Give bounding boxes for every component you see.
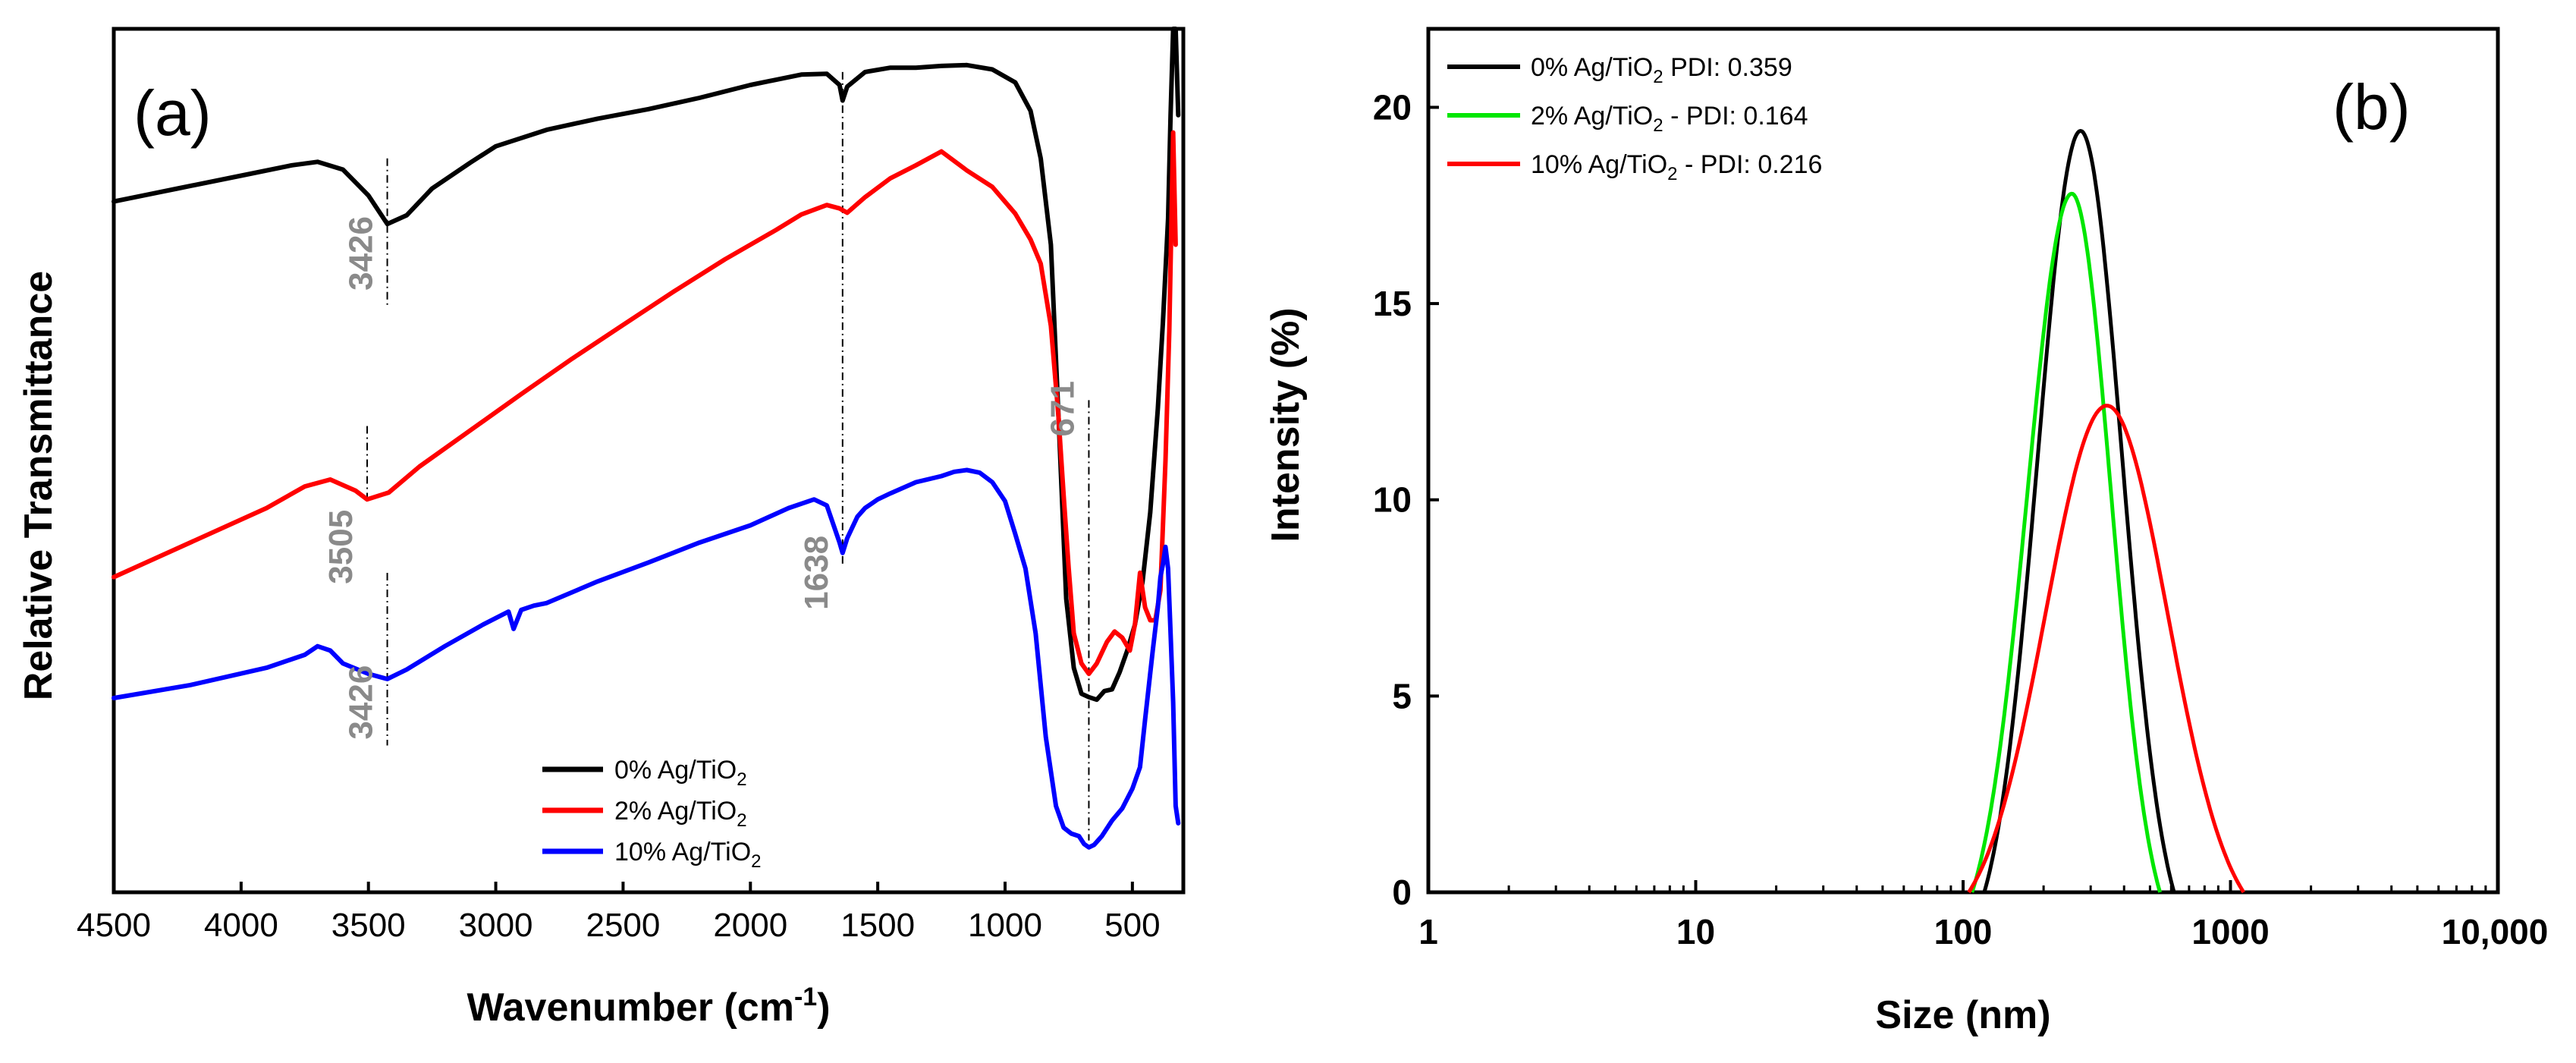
panel-a-legend-label-0-main: 0% Ag/TiO [614,756,737,785]
panel-a-y-axis-title: Relative Transmittance [17,271,61,700]
panel-a-legend-entry-2: 10% Ag/TiO2 [542,838,762,872]
panel-a-x-axis-title-sup: -1 [794,983,817,1011]
panel-a-legend-label-2: 10% Ag/TiO2 [614,838,762,872]
panel-b-legend-label-0-main: 0% Ag/TiO [1531,53,1653,82]
panel-a-x-tick-label: 3000 [459,907,533,944]
panel-a-legend-label-1: 2% Ag/TiO2 [614,797,747,831]
panel-a-legend-label-1-main: 2% Ag/TiO [614,797,737,826]
panel-a-plot-frame [112,27,1186,895]
panel-a-x-axis-title-main: Wavenumber (cm [467,986,794,1030]
panel-b-dls-chart: 1 10 100 1000 10,000 0 5 10 15 20 (b) Intensity … [1264,27,2548,1037]
panel-b-legend: 0% Ag/TiO2 PDI: 0.359 2% Ag/TiO2 - PDI: … [1447,53,1822,184]
panel-b-x-tick-label: 1000 [2191,912,2269,951]
panel-a-peak-label: 3426 [343,665,380,740]
panel-b-y-tick-label: 10 [1373,480,1412,520]
panel-a-x-tick-label: 1000 [968,907,1042,944]
panel-b-label: (b) [2333,71,2411,143]
panel-b-legend-label-0-tail: PDI: 0.359 [1663,53,1792,82]
panel-a-legend-label-0: 0% Ag/TiO2 [614,756,747,790]
panel-b-legend-label-2-tail: - PDI: 0.216 [1678,150,1823,179]
panel-a-peak-label: 1638 [798,536,835,610]
panel-b-legend-label-1-sub: 2 [1653,115,1663,136]
panel-b-y-tick-label: 0 [1392,873,1412,912]
panel-a-guide-lines [366,71,1090,841]
panel-a-series [112,27,1181,850]
panel-b-series-line-2 [1967,404,2245,894]
panel-b-x-tick-label: 100 [1934,912,1993,951]
panel-b-legend-entry-1: 2% Ag/TiO2 - PDI: 0.164 [1447,102,1808,136]
panel-a-legend-label-1-sub: 2 [737,810,746,831]
panel-a-series-line-0 [112,27,1181,703]
panel-b-series-line-1 [1970,191,2163,893]
panel-a-x-tick-label: 2500 [586,907,660,944]
panel-a-legend-label-2-main: 10% Ag/TiO [614,838,751,866]
panel-a-series-line-1 [112,130,1178,677]
panel-a-legend: 0% Ag/TiO2 2% Ag/TiO2 10% Ag/TiO2 [542,756,762,872]
panel-b-legend-label-2: 10% Ag/TiO2 - PDI: 0.216 [1531,150,1822,184]
panel-b-x-tick-label: 1 [1418,912,1438,951]
panel-a-legend-label-0-sub: 2 [737,769,746,790]
panel-b-legend-entry-0: 0% Ag/TiO2 PDI: 0.359 [1447,53,1792,87]
panel-a-legend-entry-0: 0% Ag/TiO2 [542,756,747,790]
panel-a-series-line-2 [112,467,1181,850]
panel-b-series-line-0 [1982,129,2176,893]
panel-a-peak-label: 671 [1045,381,1082,436]
panel-a-ftir-chart: 4500 4000 3500 3000 2500 2000 1500 1000 500 3426… [17,27,1186,1030]
panel-a-x-tick-label: 3500 [331,907,406,944]
panel-a-legend-entry-1: 2% Ag/TiO2 [542,797,747,831]
panel-b-y-tick-label: 15 [1373,284,1412,323]
panel-b-x-axis-ticks: 1 10 100 1000 10,000 [1418,880,2548,951]
panel-b-legend-label-0: 0% Ag/TiO2 PDI: 0.359 [1531,53,1792,87]
panel-b-series [1967,129,2245,894]
panel-b-y-axis-title: Intensity (%) [1264,307,1308,542]
panel-a-x-tick-label: 4000 [204,907,278,944]
panel-b-legend-label-1-main: 2% Ag/TiO [1531,102,1653,131]
panel-b-legend-label-1-tail: - PDI: 0.164 [1663,102,1808,131]
panel-a-legend-label-2-sub: 2 [751,851,761,872]
panel-b-y-tick-label: 20 [1373,87,1412,127]
panel-b-legend-label-1: 2% Ag/TiO2 - PDI: 0.164 [1531,102,1808,136]
panel-b-y-axis-ticks: 0 5 10 15 20 [1373,87,1439,912]
panel-b-x-tick-label: 10,000 [2442,912,2549,951]
panel-a-peak-label: 3426 [343,216,380,291]
panel-a-peak-label: 3505 [322,510,360,584]
panel-a-x-tick-label: 2000 [713,907,787,944]
panel-a-x-tick-label: 1500 [840,907,915,944]
panel-b-x-tick-label: 10 [1676,912,1715,951]
panel-a-x-axis-title: Wavenumber (cm-1) [467,983,830,1030]
panel-b-y-tick-label: 5 [1392,676,1412,715]
panel-b-legend-entry-2: 10% Ag/TiO2 - PDI: 0.216 [1447,150,1822,184]
panel-a-x-tick-label: 4500 [77,907,151,944]
panel-a-peak-annotations: 3426 3505 3426 1638 671 [322,216,1082,740]
panel-b-legend-label-2-sub: 2 [1667,164,1677,184]
panel-a-x-axis-ticks: 4500 4000 3500 3000 2500 2000 1500 1000 500 [77,882,1161,944]
panel-a-label: (a) [134,77,212,149]
panel-b-x-axis-title: Size (nm) [1875,993,2050,1037]
panel-a-x-tick-label: 500 [1104,907,1160,944]
panel-a-x-axis-title-end: ) [817,986,830,1030]
panel-b-legend-label-0-sub: 2 [1653,67,1663,87]
panel-b-legend-label-2-main: 10% Ag/TiO [1531,150,1667,179]
